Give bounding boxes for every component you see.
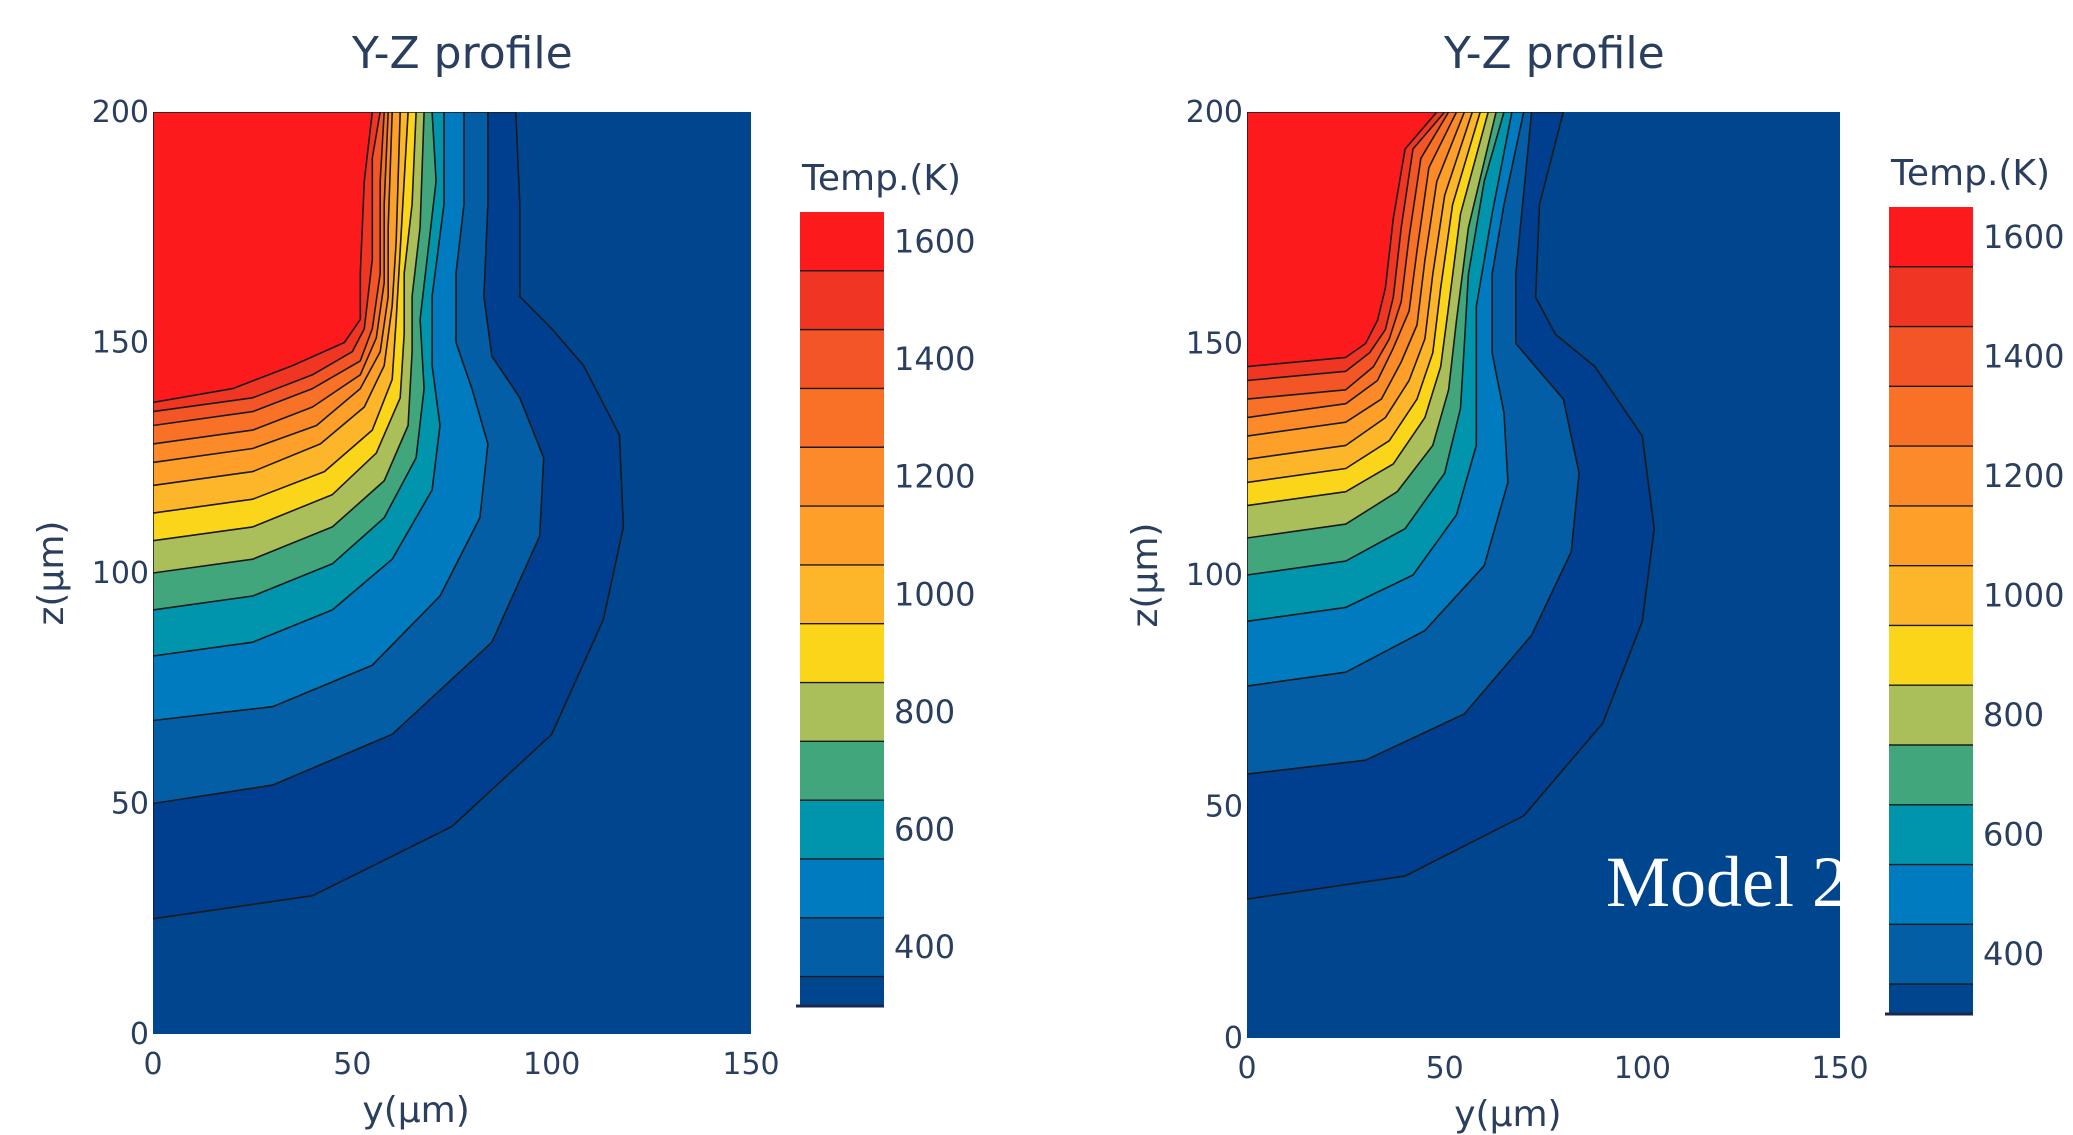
colorbar-band: [1889, 685, 1973, 745]
x-tick-label: 0: [1237, 1051, 1256, 1086]
contour-chart: 0 50 100 150 0 50 100 150 200 y(µm) z(µm) Model 2 40…: [1125, 95, 2064, 1135]
y-tick-label: 0: [1224, 1021, 1243, 1056]
colorbar-band: [800, 329, 884, 389]
colorbar-tick-label: 1400: [894, 340, 975, 378]
contour-chart: 0 50 100 150 0 50 100 150 200 y(µm) z(µm) 400 600 800…: [31, 95, 975, 1131]
contour-bands: [1247, 112, 1655, 900]
colorbar-band: [800, 917, 884, 977]
colorbar-band: [1889, 625, 1973, 686]
x-axis-title: y(µm): [362, 1090, 469, 1131]
colorbar-tick-label: 1000: [894, 575, 975, 613]
colorbar-tick-label: 600: [894, 811, 955, 849]
chart-title: Y-Z profile: [1444, 28, 1665, 79]
y-tick-label: 150: [92, 326, 149, 361]
y-tick-label: 150: [1186, 327, 1243, 362]
x-axis-title: y(µm): [1454, 1094, 1561, 1135]
colorbar-tick-label: 800: [1983, 696, 2044, 734]
colorbar-band: [800, 976, 884, 1006]
colorbar-band: [800, 270, 884, 330]
colorbar-tick-label: 1200: [894, 458, 975, 496]
contour-panel-left: Y-Z profile 0 50 100 150 0 50 100 150 200 y(µm) z(…: [0, 0, 1036, 1135]
colorbar-band: [800, 388, 884, 448]
x-tick-label: 150: [722, 1047, 779, 1082]
colorbar-tick-label: 1400: [1983, 337, 2064, 375]
colorbar-tick-label: 1600: [1983, 218, 2064, 256]
colorbar-band: [1889, 386, 1973, 447]
colorbar-band: [1889, 804, 1973, 865]
x-tick-label: 100: [1614, 1051, 1671, 1086]
x-tick-label: 100: [523, 1047, 580, 1082]
colorbar-band-top: [1889, 207, 1973, 267]
y-tick-label: 50: [111, 787, 149, 822]
colorbar-title: Temp.(K): [1890, 153, 2050, 194]
y-tick-label: 200: [92, 95, 149, 130]
colorbar-band: [1889, 565, 1973, 626]
x-tick-label: 0: [143, 1047, 162, 1082]
y-tick-label: 50: [1205, 790, 1243, 825]
colorbar-tick-label: 1000: [1983, 577, 2064, 615]
x-tick-label: 50: [1426, 1051, 1464, 1086]
colorbar-band: [1889, 505, 1973, 566]
colorbar-band: [800, 447, 884, 507]
colorbar-tick-label: 600: [1983, 816, 2044, 854]
colorbar-band: [1889, 864, 1973, 925]
contour-bands: [153, 112, 625, 920]
y-tick-label: 0: [130, 1017, 149, 1052]
colorbar-band: [800, 623, 884, 683]
colorbar-band: [800, 858, 884, 918]
y-tick-label: 100: [1186, 558, 1243, 593]
colorbar: [796, 212, 884, 1008]
colorbar-band: [1889, 984, 1973, 1014]
model-annotation: Model 2: [1606, 842, 1848, 922]
x-tick-label: 50: [333, 1047, 371, 1082]
colorbar: [1885, 207, 1973, 1016]
colorbar-band: [1889, 446, 1973, 506]
colorbar-band: [800, 741, 884, 801]
y-axis-title: z(µm): [1125, 523, 1166, 628]
y-axis-title: z(µm): [31, 521, 72, 626]
colorbar-band: [1889, 266, 1973, 327]
contour-band-1650: [1247, 112, 1438, 368]
colorbar-band: [1889, 745, 1973, 805]
colorbar-band: [800, 564, 884, 624]
colorbar-tick-label: 800: [894, 693, 955, 731]
colorbar-tick-label: 1600: [894, 222, 975, 260]
colorbar-tick-label: 1200: [1983, 457, 2064, 495]
x-tick-label: 150: [1811, 1051, 1868, 1086]
colorbar-band: [800, 800, 884, 859]
y-tick-label: 200: [1186, 95, 1243, 130]
chart-title: Y-Z profile: [352, 28, 573, 79]
colorbar-band: [800, 682, 884, 742]
colorbar-band: [1889, 924, 1973, 985]
colorbar-tick-label: 400: [1983, 935, 2044, 973]
colorbar-title: Temp.(K): [801, 158, 961, 199]
contour-band-1650: [153, 112, 374, 404]
y-tick-label: 100: [92, 556, 149, 591]
colorbar-tick-label: 400: [894, 928, 955, 966]
colorbar-band-top: [800, 212, 884, 271]
colorbar-band: [1889, 326, 1973, 387]
colorbar-band: [800, 506, 884, 565]
contour-panel-right: Y-Z profile 0 50 100 150 0 50 100 150 200 y(µm) z(…: [1036, 0, 2072, 1135]
